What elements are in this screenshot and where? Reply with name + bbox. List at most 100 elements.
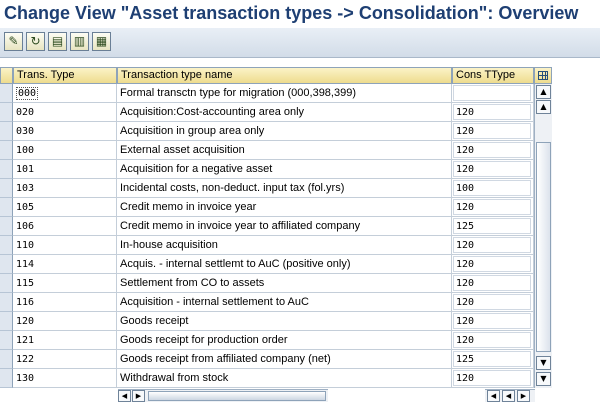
table-row[interactable]: 115 Settlement from CO to assets 120 (0, 274, 555, 293)
trans-type-cell: 103 (13, 179, 117, 198)
scroll-right-icon[interactable]: ▶ (517, 390, 530, 402)
column-header-cons-ttype[interactable]: Cons TType (452, 67, 534, 84)
table-row[interactable]: 100 External asset acquisition 120 (0, 141, 555, 160)
cons-ttype-cell: 120 (452, 312, 534, 331)
row-selector[interactable] (0, 122, 13, 141)
table-row[interactable]: 114 Acquis. - internal settlemt to AuC (p… (0, 255, 555, 274)
cons-ttype-input[interactable] (453, 85, 531, 101)
cons-ttype-value: 120 (456, 202, 475, 213)
row-selector[interactable] (0, 350, 13, 369)
vertical-scrollbar[interactable]: ▲ ▲ ▼ ▼ (534, 84, 552, 388)
row-selector[interactable] (0, 293, 13, 312)
cons-ttype-cell: 125 (452, 350, 534, 369)
table-row[interactable]: 000 Formal transctn type for migration (0… (0, 84, 555, 103)
row-selector[interactable] (0, 160, 13, 179)
horizontal-scroll-thumb[interactable] (148, 391, 326, 401)
select-all-rows-corner[interactable] (0, 67, 13, 84)
trans-type-value: 120 (16, 316, 35, 327)
row-selector[interactable] (0, 141, 13, 160)
cons-ttype-cell: 120 (452, 122, 534, 141)
table-row[interactable]: 122 Goods receipt from affiliated company… (0, 350, 555, 369)
row-selector[interactable] (0, 179, 13, 198)
cons-ttype-input[interactable]: 120 (453, 123, 531, 139)
scroll-left-icon[interactable]: ◀ (118, 390, 131, 402)
cons-ttype-input[interactable]: 120 (453, 294, 531, 310)
row-selector[interactable] (0, 198, 13, 217)
row-selector[interactable] (0, 236, 13, 255)
horizontal-scrollbar-right[interactable]: ◀ ◀ ▶ (485, 389, 535, 402)
row-selector[interactable] (0, 255, 13, 274)
column-header-transaction-name[interactable]: Transaction type name (117, 67, 452, 84)
row-selector[interactable] (0, 274, 13, 293)
trans-type-value: 122 (16, 354, 35, 365)
table-row[interactable]: 110 In-house acquisition 120 (0, 236, 555, 255)
cons-ttype-value: 120 (456, 240, 475, 251)
table-settings-icon[interactable] (534, 67, 552, 84)
table-row[interactable]: 116 Acquisition - internal settlement to … (0, 293, 555, 312)
cons-ttype-input[interactable]: 120 (453, 199, 531, 215)
trans-type-cell: 122 (13, 350, 117, 369)
row-selector[interactable] (0, 331, 13, 350)
table-row[interactable]: 105 Credit memo in invoice year 120 (0, 198, 555, 217)
cons-ttype-value: 120 (456, 316, 475, 327)
cons-ttype-cell: 120 (452, 236, 534, 255)
cons-ttype-value: 125 (456, 221, 475, 232)
cons-ttype-input[interactable]: 120 (453, 370, 531, 386)
scroll-left-icon[interactable]: ◀ (502, 390, 515, 402)
cons-ttype-input[interactable]: 100 (453, 180, 531, 196)
cons-ttype-input[interactable]: 120 (453, 142, 531, 158)
trans-type-cell: 000 (13, 84, 117, 103)
row-selector[interactable] (0, 84, 13, 103)
select-all-icon[interactable]: ▤ (48, 32, 67, 51)
transaction-name-cell: Acquisition for a negative asset (117, 160, 452, 179)
scroll-right-icon[interactable]: ▶ (132, 390, 145, 402)
cons-ttype-input[interactable]: 120 (453, 313, 531, 329)
cons-ttype-input[interactable]: 125 (453, 218, 531, 234)
transaction-name-cell: Withdrawal from stock (117, 369, 452, 388)
table-row[interactable]: 130 Withdrawal from stock 120 (0, 369, 555, 388)
vertical-scroll-thumb[interactable] (536, 142, 551, 352)
row-selector[interactable] (0, 312, 13, 331)
transaction-name-cell: Goods receipt from affiliated company (n… (117, 350, 452, 369)
scroll-left-end-icon[interactable]: ◀ (487, 390, 500, 402)
trans-type-value: 020 (16, 107, 35, 118)
cons-ttype-input[interactable]: 120 (453, 275, 531, 291)
page-down-icon[interactable]: ▼ (536, 356, 551, 370)
cons-ttype-cell (452, 84, 534, 103)
table-row[interactable]: 020 Acquisition:Cost-accounting area only… (0, 103, 555, 122)
select-block-icon[interactable]: ▥ (70, 32, 89, 51)
row-selector[interactable] (0, 103, 13, 122)
trans-type-cell: 121 (13, 331, 117, 350)
column-header-trans-type[interactable]: Trans. Type (13, 67, 117, 84)
cons-ttype-value: 120 (456, 126, 475, 137)
table-row[interactable]: 030 Acquisition in group area only 120 (0, 122, 555, 141)
row-selector[interactable] (0, 369, 13, 388)
horizontal-scrollbar-left[interactable]: ◀ ▶ (118, 389, 328, 402)
row-selector[interactable] (0, 217, 13, 236)
table-row[interactable]: 121 Goods receipt for production order 120 (0, 331, 555, 350)
table-row[interactable]: 103 Incidental costs, non-deduct. input t… (0, 179, 555, 198)
refresh-icon[interactable]: ↻ (26, 32, 45, 51)
scroll-up-icon[interactable]: ▲ (536, 85, 551, 99)
cons-ttype-input[interactable]: 120 (453, 256, 531, 272)
scroll-down-icon[interactable]: ▼ (536, 372, 551, 386)
edit-glasses-icon[interactable]: ✎ (4, 32, 23, 51)
table-row[interactable]: 120 Goods receipt 120 (0, 312, 555, 331)
cons-ttype-cell: 120 (452, 255, 534, 274)
trans-type-cell: 106 (13, 217, 117, 236)
cons-ttype-input[interactable]: 120 (453, 104, 531, 120)
cons-ttype-cell: 100 (452, 179, 534, 198)
cons-ttype-input[interactable]: 120 (453, 161, 531, 177)
deselect-all-icon[interactable]: ▦ (92, 32, 111, 51)
trans-type-cell: 020 (13, 103, 117, 122)
trans-type-value: 110 (16, 240, 35, 251)
transaction-name-cell: Formal transctn type for migration (000,… (117, 84, 452, 103)
cons-ttype-input[interactable]: 120 (453, 332, 531, 348)
cons-ttype-input[interactable]: 120 (453, 237, 531, 253)
cons-ttype-input[interactable]: 125 (453, 351, 531, 367)
table-row[interactable]: 106 Credit memo in invoice year to affili… (0, 217, 555, 236)
trans-type-cell: 100 (13, 141, 117, 160)
cons-ttype-value: 120 (456, 278, 475, 289)
page-up-icon[interactable]: ▲ (536, 100, 551, 114)
table-row[interactable]: 101 Acquisition for a negative asset 120 (0, 160, 555, 179)
